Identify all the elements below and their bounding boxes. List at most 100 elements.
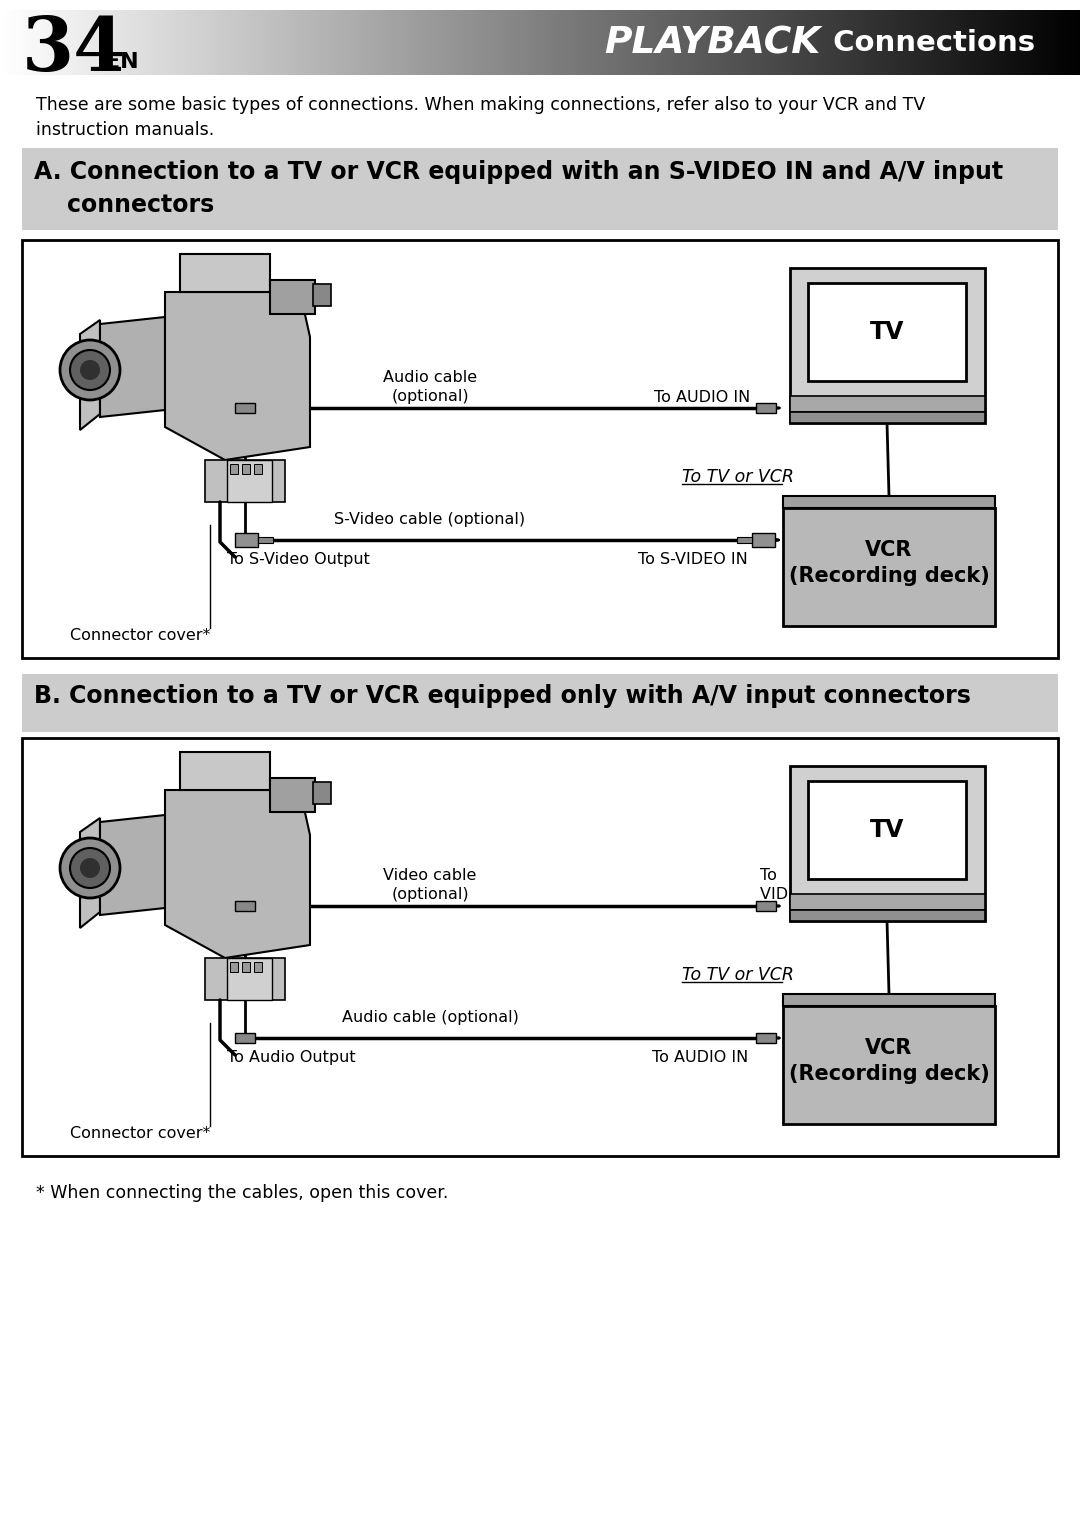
Bar bbox=[756, 403, 777, 412]
Bar bbox=[248, 11, 253, 75]
Bar bbox=[1012, 11, 1016, 75]
Bar bbox=[537, 11, 541, 75]
Bar bbox=[116, 11, 120, 75]
Bar bbox=[789, 766, 985, 921]
Bar bbox=[414, 11, 419, 75]
Bar bbox=[76, 11, 80, 75]
Bar bbox=[187, 11, 192, 75]
Bar bbox=[576, 11, 581, 75]
Bar bbox=[18, 11, 23, 75]
Bar bbox=[230, 464, 238, 474]
Bar bbox=[313, 782, 330, 803]
Bar bbox=[144, 11, 149, 75]
Bar bbox=[1048, 11, 1052, 75]
Bar bbox=[235, 533, 258, 547]
Bar bbox=[947, 11, 951, 75]
Bar bbox=[783, 1006, 995, 1124]
Bar bbox=[267, 11, 271, 75]
Bar bbox=[400, 11, 404, 75]
Bar bbox=[789, 396, 985, 412]
Bar bbox=[126, 11, 131, 75]
Bar bbox=[950, 11, 955, 75]
Bar bbox=[586, 11, 592, 75]
Bar bbox=[79, 11, 84, 75]
Bar bbox=[792, 11, 797, 75]
Text: VCR
(Recording deck): VCR (Recording deck) bbox=[788, 540, 989, 586]
Bar bbox=[65, 11, 69, 75]
Bar bbox=[673, 11, 678, 75]
Bar bbox=[936, 11, 941, 75]
Bar bbox=[807, 11, 811, 75]
Bar bbox=[299, 11, 303, 75]
Bar bbox=[227, 958, 272, 1000]
Bar bbox=[86, 11, 91, 75]
Bar bbox=[194, 11, 199, 75]
Bar bbox=[478, 11, 484, 75]
Text: Audio cable
(optional): Audio cable (optional) bbox=[383, 369, 477, 405]
Bar bbox=[213, 11, 217, 75]
Bar bbox=[25, 11, 30, 75]
Bar bbox=[583, 11, 588, 75]
Bar bbox=[338, 11, 343, 75]
Bar bbox=[770, 11, 775, 75]
Text: 34: 34 bbox=[22, 14, 126, 86]
Bar bbox=[270, 11, 274, 75]
Bar bbox=[842, 11, 847, 75]
Bar bbox=[407, 11, 411, 75]
Bar bbox=[435, 11, 441, 75]
Text: Audio cable (optional): Audio cable (optional) bbox=[341, 1010, 518, 1026]
Bar bbox=[205, 11, 210, 75]
Bar bbox=[1018, 11, 1024, 75]
Bar bbox=[1004, 11, 1009, 75]
Bar bbox=[137, 11, 141, 75]
Bar bbox=[173, 11, 177, 75]
Text: To TV or VCR: To TV or VCR bbox=[681, 966, 794, 984]
Bar bbox=[335, 11, 339, 75]
Bar bbox=[40, 11, 44, 75]
Bar bbox=[22, 675, 1058, 731]
Bar bbox=[724, 11, 728, 75]
Bar bbox=[1026, 11, 1030, 75]
Bar bbox=[781, 11, 786, 75]
Bar bbox=[262, 11, 268, 75]
Bar bbox=[666, 11, 671, 75]
Bar bbox=[342, 11, 347, 75]
Bar bbox=[410, 11, 415, 75]
Bar bbox=[969, 11, 973, 75]
Polygon shape bbox=[205, 460, 285, 501]
Text: TV: TV bbox=[869, 320, 904, 343]
Bar bbox=[208, 11, 214, 75]
Bar bbox=[386, 11, 390, 75]
Bar bbox=[360, 11, 365, 75]
Bar bbox=[450, 11, 455, 75]
Bar bbox=[619, 11, 624, 75]
Bar bbox=[734, 11, 739, 75]
Bar bbox=[259, 11, 264, 75]
Bar bbox=[764, 11, 768, 75]
Bar bbox=[29, 11, 33, 75]
Bar bbox=[235, 403, 255, 412]
Bar bbox=[191, 11, 195, 75]
Bar bbox=[219, 11, 225, 75]
Bar bbox=[789, 894, 985, 911]
Bar bbox=[62, 11, 66, 75]
Bar bbox=[1037, 11, 1041, 75]
Bar bbox=[241, 11, 246, 75]
Text: To AUDIO IN: To AUDIO IN bbox=[653, 389, 750, 405]
Bar bbox=[889, 11, 894, 75]
Bar bbox=[562, 11, 566, 75]
Bar bbox=[238, 11, 242, 75]
Bar bbox=[540, 11, 544, 75]
Bar bbox=[446, 11, 451, 75]
Bar bbox=[572, 11, 577, 75]
Bar bbox=[926, 11, 930, 75]
Bar bbox=[824, 11, 829, 75]
Bar bbox=[32, 11, 37, 75]
Bar bbox=[788, 11, 793, 75]
Bar bbox=[748, 11, 754, 75]
Bar bbox=[980, 11, 984, 75]
Bar bbox=[1044, 11, 1049, 75]
Bar bbox=[756, 1033, 777, 1042]
Bar bbox=[648, 11, 652, 75]
Bar bbox=[22, 241, 1058, 658]
